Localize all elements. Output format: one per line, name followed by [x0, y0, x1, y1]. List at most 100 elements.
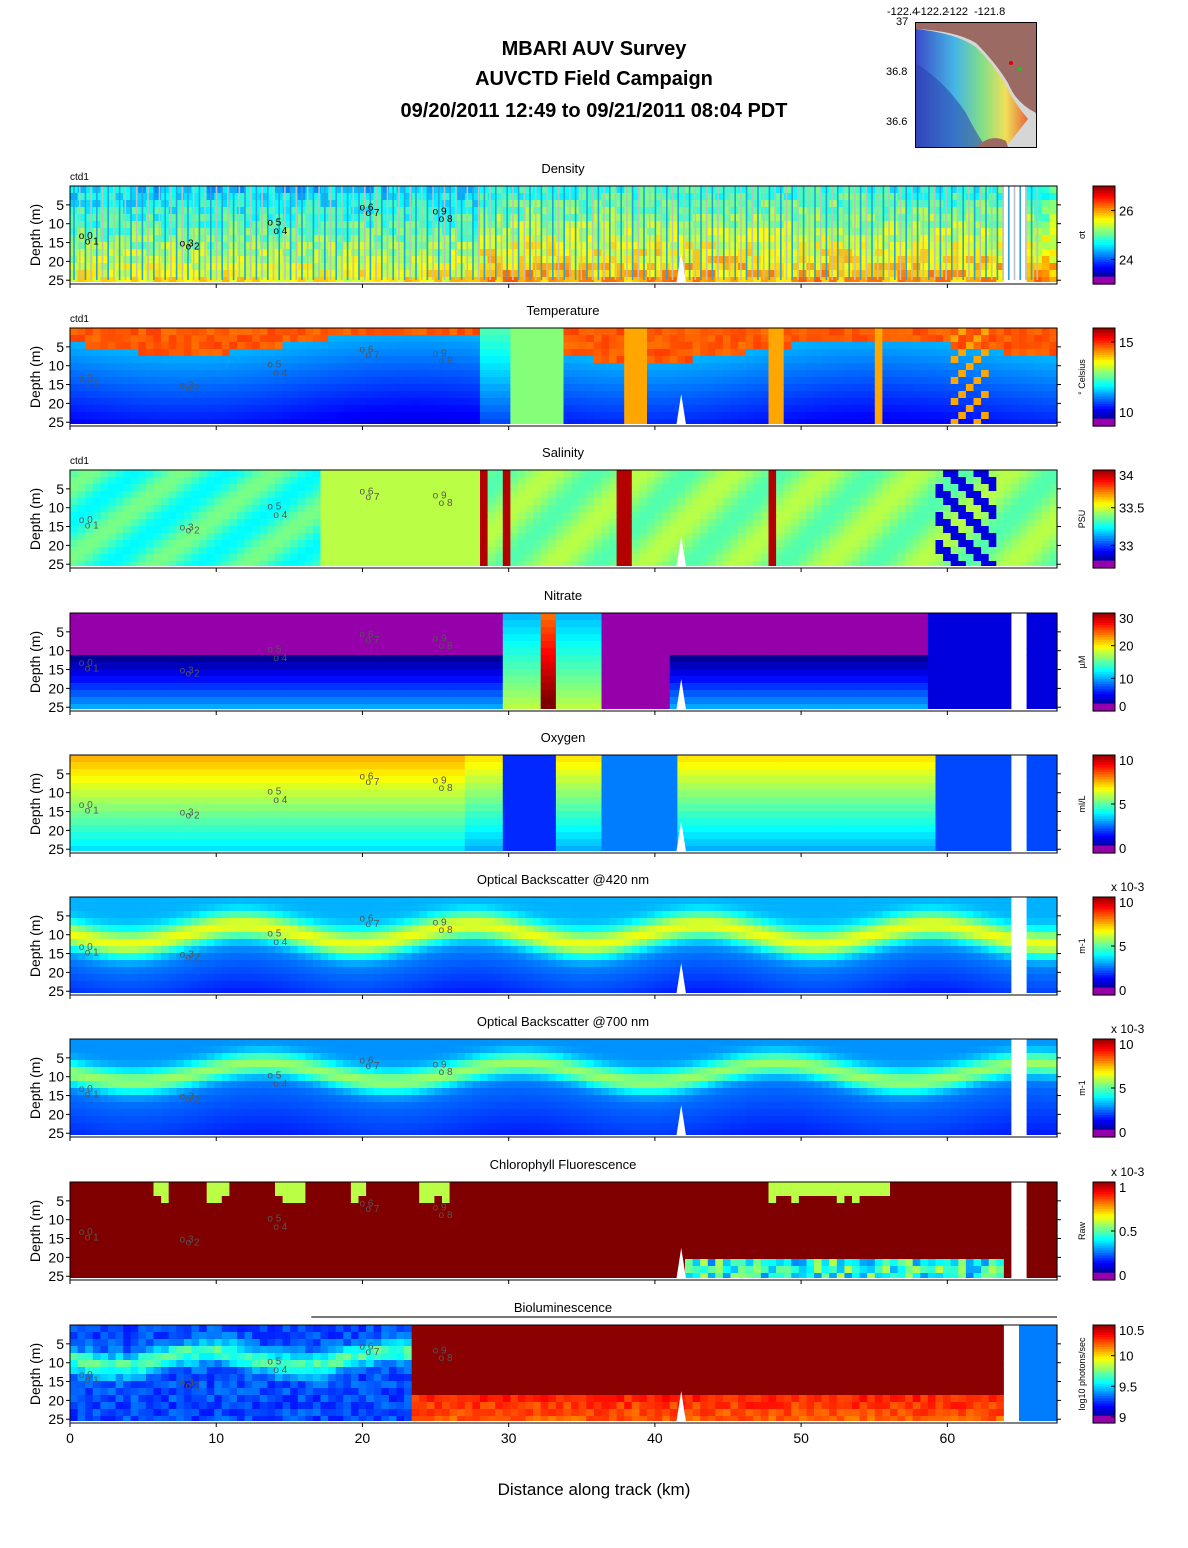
- heat-cell: [374, 533, 382, 541]
- heat-cell: [199, 370, 207, 378]
- heat-cell: [799, 391, 807, 399]
- heat-cell: [381, 477, 389, 485]
- heat-cell: [93, 498, 101, 506]
- heat-cell: [602, 242, 610, 250]
- heat-cell: [267, 398, 275, 406]
- heat-cell: [533, 342, 541, 350]
- heat-cell: [184, 370, 192, 378]
- heat-cell: [1027, 256, 1035, 264]
- heat-cell: [936, 405, 944, 413]
- heat-cell: [169, 256, 177, 264]
- heat-cell: [564, 547, 572, 555]
- heat-cell: [829, 370, 837, 378]
- heat-cell: [366, 512, 374, 520]
- heat-cell: [336, 391, 344, 399]
- heat-cell: [154, 505, 162, 513]
- heat-cell: [533, 505, 541, 513]
- heat-cell: [541, 526, 549, 534]
- heat-cell: [237, 186, 245, 194]
- heat-cell: [647, 221, 655, 229]
- heat-cell: [898, 412, 906, 420]
- heat-cell: [488, 377, 496, 385]
- heat-cell: [222, 370, 230, 378]
- heat-cell: [207, 484, 215, 492]
- heat-cell: [131, 349, 139, 357]
- heat-cell: [510, 356, 518, 364]
- heat-cell: [237, 356, 245, 364]
- heat-cell: [85, 342, 93, 350]
- heat-cell: [207, 370, 215, 378]
- heat-cell: [245, 412, 253, 420]
- heat-cell: [176, 200, 184, 208]
- heat-cell: [351, 470, 359, 478]
- heat-cell: [639, 335, 647, 343]
- heat-cell: [404, 370, 412, 378]
- heat-cell: [472, 363, 480, 371]
- heat-cell: [457, 328, 465, 336]
- heat-cell: [624, 356, 632, 364]
- heat-cell: [533, 349, 541, 357]
- heat-cell: [655, 384, 663, 392]
- heat-cell: [116, 363, 124, 371]
- heat-cell: [100, 554, 108, 562]
- heat-cell: [647, 398, 655, 406]
- heat-cell: [412, 526, 420, 534]
- heat-cell: [229, 342, 237, 350]
- heat-cell: [161, 377, 169, 385]
- heat-cell: [404, 391, 412, 399]
- heat-cell: [252, 377, 260, 385]
- heat-cell: [419, 342, 427, 350]
- heat-cell: [867, 391, 875, 399]
- heat-cell: [715, 370, 723, 378]
- heat-cell: [70, 505, 78, 513]
- heat-cell: [450, 384, 458, 392]
- heat-cell: [389, 391, 397, 399]
- heat-cell: [245, 263, 253, 271]
- heat-cell: [321, 533, 329, 541]
- heat-cell: [214, 547, 222, 555]
- heat-cell: [746, 328, 754, 336]
- heat-cell: [488, 349, 496, 357]
- heat-cell: [427, 554, 435, 562]
- heat-cell: [427, 505, 435, 513]
- heat-cell: [298, 505, 306, 513]
- heat-cell: [594, 391, 602, 399]
- heat-cell: [1049, 242, 1057, 250]
- heat-cell: [715, 412, 723, 420]
- heat-cell: [715, 235, 723, 243]
- heat-cell: [237, 512, 245, 520]
- heat-cell: [313, 370, 321, 378]
- heat-cell: [1049, 363, 1057, 371]
- heat-cell: [799, 349, 807, 357]
- heat-cell: [495, 484, 503, 492]
- heat-cell: [222, 377, 230, 385]
- heat-cell: [123, 214, 131, 222]
- heat-cell: [905, 398, 913, 406]
- heat-cell: [677, 370, 685, 378]
- station-label: o 2: [186, 241, 200, 252]
- heat-cell: [192, 498, 200, 506]
- heat-cell: [875, 200, 883, 208]
- heat-cell: [85, 349, 93, 357]
- heat-cell: [389, 519, 397, 527]
- heat-cell: [298, 349, 306, 357]
- heat-cell: [708, 412, 716, 420]
- heat-cell: [829, 256, 837, 264]
- heat-cell: [518, 342, 526, 350]
- heat-cell: [564, 505, 572, 513]
- heat-cell: [761, 249, 769, 257]
- heat-cell: [579, 491, 587, 499]
- heat-cell: [488, 200, 496, 208]
- heat-cell: [298, 470, 306, 478]
- heat-cell: [761, 349, 769, 357]
- heat-cell: [1011, 249, 1019, 257]
- heat-cell: [100, 491, 108, 499]
- heat-cell: [731, 398, 739, 406]
- heat-cell: [138, 540, 146, 548]
- heat-cell: [488, 263, 496, 271]
- heat-cell: [822, 377, 830, 385]
- heat-cell: [943, 270, 951, 278]
- heat-cell: [981, 356, 989, 364]
- heat-cell: [351, 526, 359, 534]
- heat-cell: [822, 356, 830, 364]
